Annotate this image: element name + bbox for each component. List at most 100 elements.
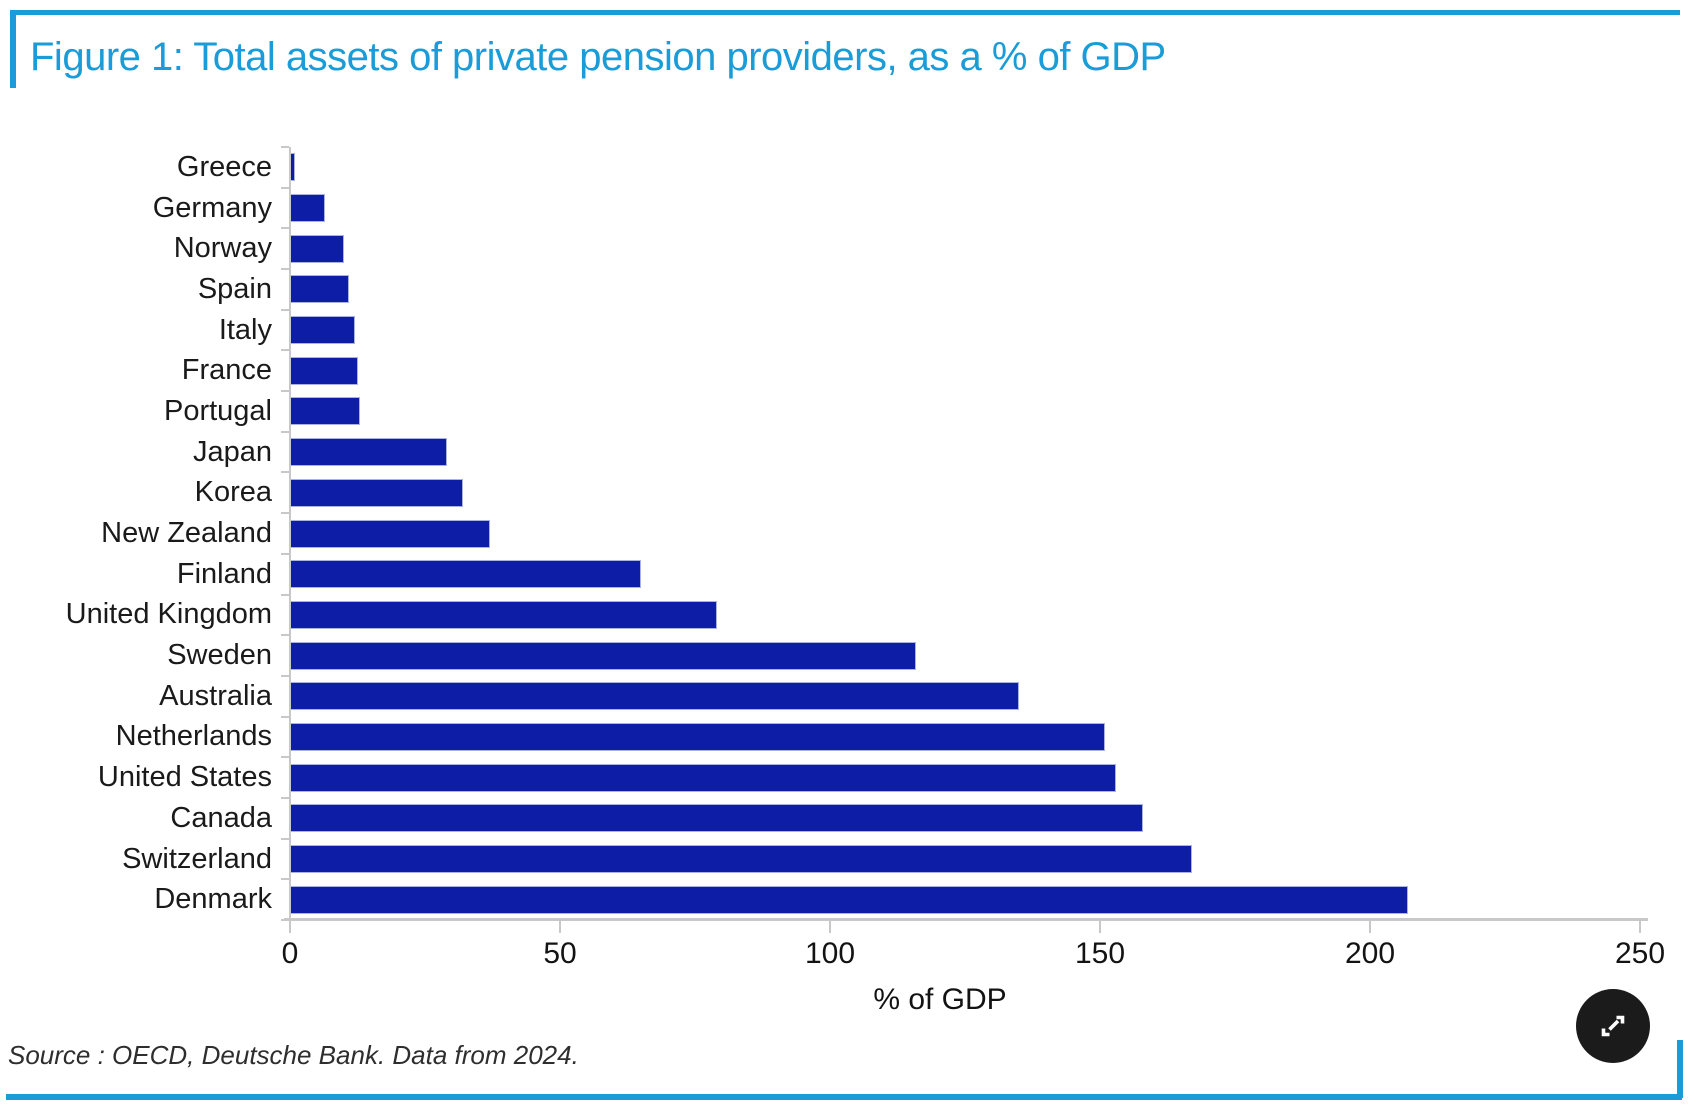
source-note: Source : OECD, Deutsche Bank. Data from … (8, 1040, 579, 1070)
chart-rows: Greece Germany Norway Spain Italy France (0, 147, 1688, 920)
x-tick-mark (1639, 920, 1641, 933)
x-tick-mark (289, 920, 291, 933)
bar (290, 316, 355, 345)
accent-line-right (1677, 1040, 1683, 1098)
bar-area (290, 228, 1640, 269)
bar (290, 438, 447, 467)
expand-button[interactable] (1576, 989, 1650, 1063)
category-label: Portugal (163, 394, 272, 427)
y-tick-mark (281, 308, 289, 311)
bar (290, 397, 361, 426)
bar-area (290, 269, 1640, 310)
y-tick-mark (281, 471, 289, 474)
chart-row: Sweden (0, 635, 1688, 676)
category-label: United States (97, 761, 272, 794)
category-label: Norway (173, 232, 272, 265)
bar (290, 519, 490, 548)
y-tick-mark (281, 552, 289, 555)
accent-line-top (10, 10, 1680, 15)
bar (290, 234, 344, 263)
category-label: Germany (152, 191, 272, 224)
x-axis-title: % of GDP (873, 983, 1007, 1016)
category-label: New Zealand (101, 517, 272, 550)
bar-area (290, 310, 1640, 351)
category-label: France (181, 354, 272, 387)
figure-title: Figure 1: Total assets of private pensio… (30, 35, 1166, 79)
y-tick-mark (281, 837, 289, 840)
chart-row: Japan (0, 432, 1688, 473)
x-tick-mark (829, 920, 831, 933)
x-tick-label: 200 (1344, 937, 1396, 970)
chart-row: United Kingdom (0, 595, 1688, 636)
x-axis-ticks (289, 920, 1641, 934)
bar-area (290, 595, 1640, 636)
y-tick-mark (281, 756, 289, 759)
bar-area (290, 432, 1640, 473)
chart-row: Switzerland (0, 839, 1688, 880)
y-tick-mark (281, 186, 289, 189)
y-tick-mark (281, 268, 289, 271)
bar (290, 600, 717, 629)
x-axis-line (284, 918, 1648, 921)
bar (290, 478, 463, 507)
x-tick-label: 100 (804, 937, 856, 970)
bar-area (290, 676, 1640, 717)
y-tick-mark (281, 430, 289, 433)
chart-row: Italy (0, 310, 1688, 351)
bar (290, 560, 641, 589)
y-tick-mark (281, 878, 289, 881)
bar-area (290, 554, 1640, 595)
chart-row: Spain (0, 269, 1688, 310)
y-axis-ticks (281, 146, 289, 921)
category-label: Australia (159, 679, 272, 712)
y-tick-mark (281, 512, 289, 515)
y-tick-mark (281, 634, 289, 637)
x-tick-label: 250 (1614, 937, 1666, 970)
bar (290, 194, 326, 223)
x-tick-label: 0 (281, 937, 299, 970)
bar (290, 641, 917, 670)
bar (290, 153, 296, 182)
category-label: Japan (192, 435, 272, 468)
bar-area (290, 147, 1640, 188)
bar-area (290, 879, 1640, 920)
bar (290, 763, 1117, 792)
bar-area (290, 513, 1640, 554)
accent-line-bottom (6, 1094, 1682, 1100)
category-label: Netherlands (115, 720, 272, 753)
category-label: United Kingdom (65, 598, 272, 631)
category-label: Spain (197, 272, 272, 305)
chart-row: Portugal (0, 391, 1688, 432)
bar-area (290, 635, 1640, 676)
bar-area (290, 350, 1640, 391)
category-label: Canada (170, 801, 272, 834)
chart-row: Canada (0, 798, 1688, 839)
category-label: Italy (218, 313, 272, 346)
bar-chart: Greece Germany Norway Spain Italy France (0, 146, 1688, 1016)
y-tick-mark (281, 227, 289, 230)
y-tick-mark (281, 593, 289, 596)
bar-area (290, 839, 1640, 880)
category-label: Sweden (167, 639, 272, 672)
accent-line-left (10, 10, 16, 88)
bar-area (290, 717, 1640, 758)
bar (290, 682, 1019, 711)
bar (290, 356, 358, 385)
chart-row: Greece (0, 147, 1688, 188)
bar (290, 885, 1408, 914)
chart-row: Netherlands (0, 717, 1688, 758)
x-tick-label: 150 (1074, 937, 1126, 970)
bar-area (290, 757, 1640, 798)
chart-row: Norway (0, 228, 1688, 269)
y-axis-line (289, 147, 291, 920)
x-tick-mark (1099, 920, 1101, 933)
x-tick-mark (559, 920, 561, 933)
y-tick-mark (281, 349, 289, 352)
category-label: Finland (176, 557, 272, 590)
chart-row: New Zealand (0, 513, 1688, 554)
chart-row: Korea (0, 473, 1688, 514)
bar-area (290, 473, 1640, 514)
x-axis-tick-labels: 0 50 100 150 200 250 (282, 937, 1665, 977)
category-label: Greece (176, 150, 272, 183)
